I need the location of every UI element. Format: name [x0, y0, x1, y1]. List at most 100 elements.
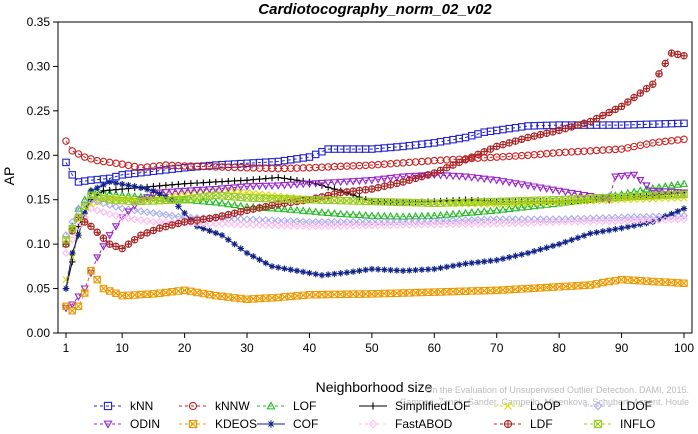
data-point	[517, 219, 526, 227]
data-point	[418, 172, 426, 181]
data-point	[561, 215, 570, 224]
data-point	[237, 177, 244, 184]
legend-item-ldf: LDF	[494, 417, 553, 431]
data-point	[230, 200, 239, 209]
data-point	[386, 217, 395, 226]
data-point	[249, 205, 258, 213]
data-point	[367, 177, 377, 185]
legend-item-inflo: INFLO	[584, 417, 655, 431]
data-point	[405, 176, 414, 184]
data-point	[143, 208, 152, 217]
data-point	[667, 49, 676, 57]
data-point	[598, 217, 607, 226]
data-point	[636, 89, 645, 97]
data-point	[118, 204, 127, 213]
data-point	[218, 232, 226, 239]
data-point	[673, 211, 682, 220]
data-point	[124, 205, 133, 214]
data-point	[74, 293, 83, 301]
data-point	[168, 221, 176, 229]
data-point	[486, 176, 495, 184]
data-point	[249, 215, 258, 224]
data-point	[224, 220, 233, 229]
data-point	[418, 266, 426, 273]
data-point	[455, 173, 464, 181]
data-point	[93, 206, 102, 215]
data-point	[542, 215, 551, 224]
data-point	[642, 216, 651, 225]
data-point	[505, 139, 513, 147]
legend: kNN kNNW LOF SimplifiedLOF LoOP LDOF ODIN KDEOS…	[94, 399, 655, 431]
data-point	[374, 217, 383, 226]
data-point	[124, 240, 133, 248]
data-point	[80, 195, 89, 203]
data-point	[317, 217, 326, 226]
data-point	[349, 187, 357, 195]
series-ldof	[62, 195, 688, 240]
legend-label: INFLO	[620, 417, 655, 431]
plot-frame	[57, 21, 693, 334]
data-point	[261, 221, 270, 230]
data-point	[655, 216, 663, 223]
data-point	[612, 226, 619, 233]
data-point	[211, 185, 220, 194]
data-point	[174, 287, 183, 295]
chart-title: Cardiotocography_norm_02_v02	[258, 1, 492, 18]
data-point	[118, 244, 126, 253]
data-point	[623, 172, 632, 180]
data-point	[75, 232, 82, 239]
data-point	[549, 242, 557, 250]
data-point	[237, 208, 245, 216]
data-point	[492, 219, 501, 228]
data-point	[431, 265, 438, 273]
data-point	[461, 156, 470, 164]
data-point	[424, 171, 432, 179]
y-tick-label: 0.05	[27, 282, 51, 296]
data-point	[536, 131, 545, 139]
data-point	[517, 135, 526, 143]
data-point	[155, 224, 164, 232]
data-point	[548, 215, 557, 224]
data-point	[243, 249, 251, 257]
data-point	[155, 209, 164, 218]
data-point	[231, 240, 238, 248]
series-layer	[61, 49, 689, 315]
data-point	[661, 59, 670, 68]
y-tick-label: 0.20	[27, 148, 51, 162]
data-point	[112, 186, 120, 193]
data-point	[555, 215, 564, 224]
data-point	[292, 205, 302, 214]
data-point	[555, 217, 564, 226]
data-point	[474, 259, 482, 266]
data-point	[236, 201, 245, 210]
legend-item-knnw: kNNW	[179, 399, 250, 413]
data-point	[455, 158, 464, 167]
data-point	[124, 208, 133, 216]
data-point	[268, 263, 276, 270]
data-point	[674, 50, 682, 59]
data-point	[411, 174, 420, 183]
legend-item-lof: LOF	[257, 399, 316, 413]
data-point	[330, 290, 339, 299]
data-point	[225, 236, 232, 243]
data-point	[106, 187, 113, 194]
data-point	[180, 187, 189, 196]
data-point	[286, 221, 295, 230]
x-tick-label: 90	[615, 341, 629, 355]
data-point	[231, 177, 238, 185]
data-point	[74, 213, 83, 222]
data-point	[99, 199, 108, 208]
data-point	[605, 108, 613, 117]
data-point	[399, 221, 408, 230]
legend-label: LoOP	[530, 399, 561, 413]
data-point	[574, 121, 582, 129]
legend-label: SimplifiedLOF	[395, 399, 470, 413]
data-point	[206, 179, 213, 186]
data-point	[342, 178, 352, 186]
data-point	[118, 213, 127, 222]
data-point	[162, 288, 170, 297]
legend-marker	[188, 419, 198, 429]
data-point	[373, 176, 383, 184]
data-point	[368, 265, 376, 273]
data-point	[580, 217, 589, 226]
